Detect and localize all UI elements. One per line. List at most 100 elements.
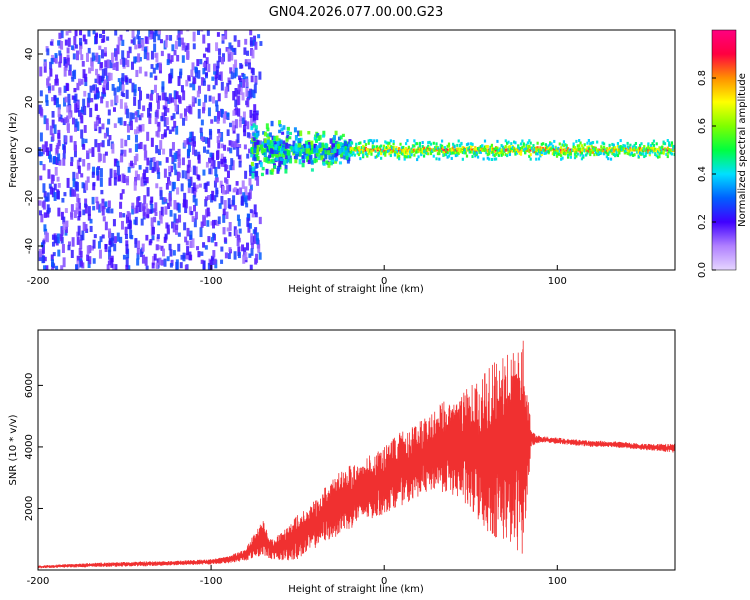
spectrogram-cell [255,132,259,138]
spectrogram-cell [202,169,206,176]
spectrogram-cell [334,160,338,164]
spectrogram-cell [528,144,531,148]
spectrogram-cell [655,154,658,158]
spectrogram-cell [228,42,232,50]
spectrogram-cell [655,142,658,146]
spectrogram-cell [404,150,408,154]
spectrogram-cell [497,148,500,152]
spectrogram-cell [177,172,181,178]
spectrogram-cell [246,50,250,56]
spectrogram-cell [107,72,111,82]
spectrogram-cell [101,76,105,82]
spectrogram-cell [482,157,485,161]
spectrogram-cell [200,30,204,32]
spectrogram-cell [87,92,91,103]
spectrogram-cell [98,126,102,134]
spectrogram-cell [85,180,89,191]
spectrogram-cell [353,153,356,157]
spectrogram-cell [267,136,271,141]
spectrogram-cell [161,92,165,101]
spectrogram-cell [504,145,507,149]
spectrogram-cell [134,44,138,50]
spectrogram-cell [153,208,157,213]
spectrogram-cell [543,148,546,152]
spectrogram-cell [373,145,376,149]
spectrogram-cell [318,154,322,158]
spectrogram-cell [377,152,380,156]
spectrogram-cell [389,145,392,149]
spectrogram-cell [597,153,600,157]
spectrogram-cell [627,149,631,153]
spectrogram-cell [144,203,148,210]
spectrogram-cell [63,192,67,197]
spectrogram-cell [521,139,524,143]
spectrogram-cell [248,133,252,139]
spectrogram-cell [623,146,626,150]
spectrogram-cell [608,148,611,152]
spectrogram-cell [50,57,54,65]
spectrogram-cell [206,207,210,217]
spectrogram-cell [96,201,100,210]
spectrogram-cell [234,67,238,77]
spectrogram-cell [629,148,632,152]
spectrogram-cell [492,151,495,155]
spectrogram-cell [246,153,250,159]
spectrogram-cell [417,148,420,152]
spectrogram-cell [647,148,650,152]
spectrogram-cell [57,153,61,164]
spectrogram-cell [654,152,657,156]
spectrogram-cell [156,93,160,103]
spectrogram-cell [179,71,183,79]
spectrogram-cell [232,110,236,116]
spectrogram-cell [46,147,50,156]
spectrogram-cell [273,165,277,169]
spectrogram-cell [170,165,174,173]
spectrogram-cell [213,115,217,122]
spectrogram-cell [468,150,471,154]
spectrogram-cell [185,170,189,180]
spectrogram-cell [539,154,542,158]
spectrogram-cell [220,81,224,91]
spectrogram-cell [112,219,116,227]
spectrogram-cell [60,265,64,270]
spectrogram-cell [92,166,96,175]
spectrogram-cell [450,156,453,160]
spectrogram-cell [141,203,145,212]
spectrogram-cell [40,151,44,157]
spectrogram-cell [248,223,252,229]
spectrogram-cell [262,148,266,153]
spectrogram-cell [189,176,193,186]
spectrogram-cell [73,141,77,151]
spectrogram-cell [255,170,259,177]
spectrogram-cell [165,96,169,102]
spectrogram-cell [239,187,243,195]
x-tick-label: 100 [548,576,567,587]
spectrogram-cell [126,124,130,133]
spectrogram-cell [378,148,381,152]
spectrogram-cell [115,61,119,71]
spectrogram-cell [608,143,611,147]
spectrogram-cell [153,253,157,261]
spectrogram-cell [547,149,550,153]
spectrogram-cell [375,147,379,151]
spectrogram-cell [562,140,566,144]
spectrogram-cell [391,150,394,154]
spectrogram-cell [235,188,239,195]
spectrogram-cell [644,152,647,156]
spectrogram-cell [602,150,606,154]
spectrogram-cell [119,155,123,163]
spectrogram-cell [482,147,485,151]
spectrogram-cell [623,149,626,153]
spectrogram-cell [630,148,633,152]
spectrogram-cell [130,160,134,167]
spectrogram-cell [293,127,297,133]
spectrogram-cell [550,142,553,146]
spectrogram-cell [52,156,56,163]
spectrogram-cell [391,146,394,150]
spectrogram-cell [252,156,256,161]
spectrogram-cell [324,142,328,149]
spectrogram-cell [153,216,157,223]
spectrogram-cell [101,234,105,239]
spectrogram-cell [464,148,467,152]
spectrogram-cell [406,148,409,152]
